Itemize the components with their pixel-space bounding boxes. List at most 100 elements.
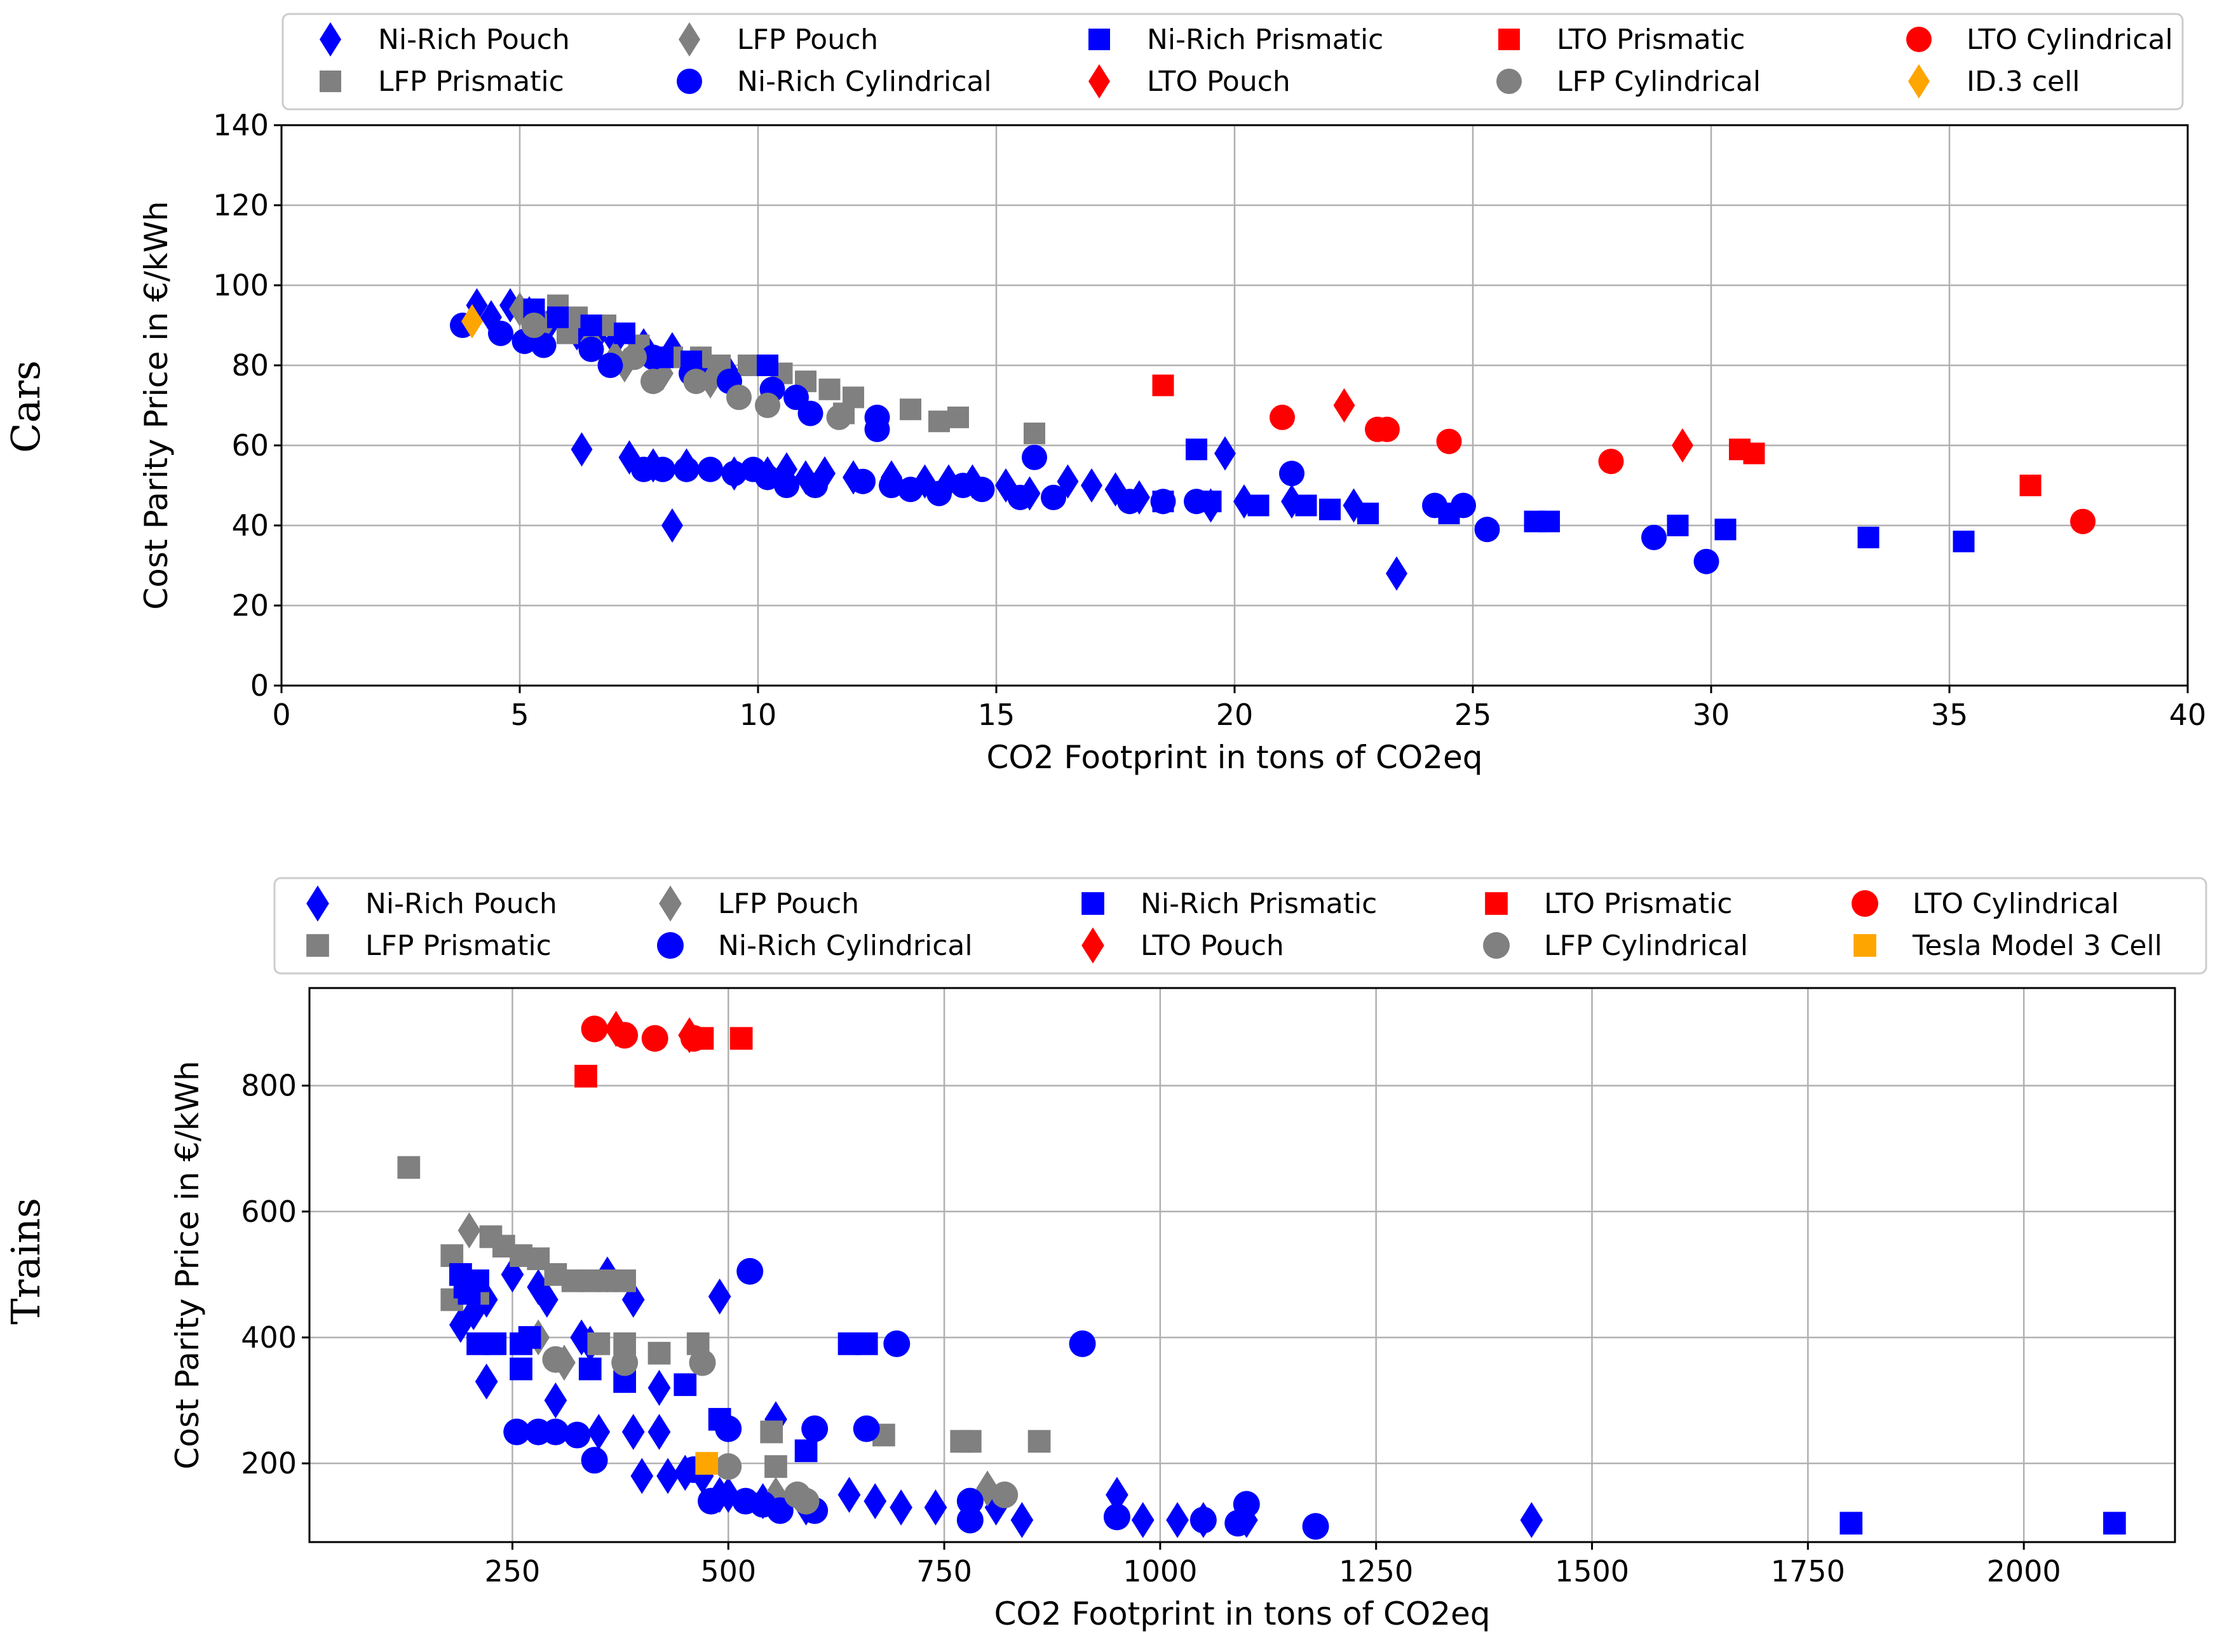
cars-point-ni-rich-cylindrical: [850, 468, 876, 494]
trains-point-ni-rich-pouch: [1010, 1501, 1034, 1538]
cars-x-tick-label: 30: [1693, 698, 1730, 732]
trains-point-lfp-pouch: [457, 1212, 481, 1249]
cars-legend-label-ni-rich-pouch: Ni-Rich Pouch: [378, 24, 570, 56]
trains-point-ni-rich-pouch: [1106, 1477, 1128, 1513]
trains-point-ni-rich-prismatic: [1839, 1512, 1863, 1535]
trains-point-ni-rich-cylindrical: [853, 1415, 880, 1442]
trains-legend-item-ni-rich-cylindrical: Ni-Rich Cylindrical: [657, 930, 973, 962]
trains-point-ni-rich-cylindrical: [801, 1415, 829, 1442]
trains-x-tick-label: 1000: [1123, 1554, 1197, 1588]
cars-point-lto-cylindrical: [1270, 404, 1295, 430]
cars-point-id-3-cell: [461, 304, 483, 339]
trains-point-ni-rich-cylindrical: [698, 1487, 725, 1515]
trains-x-tick-label: 1500: [1555, 1554, 1629, 1588]
trains-legend-item-lto-pouch: LTO Pouch: [1081, 927, 1284, 964]
cars-legend-marker-lfp-prismatic: [320, 71, 341, 92]
trains-point-tesla-model-3-cell: [695, 1452, 719, 1475]
cars-point-lfp-cylindrical: [755, 393, 780, 418]
trains-point-ni-rich-pouch: [647, 1369, 671, 1406]
cars-legend-label-ni-rich-cylindrical: Ni-Rich Cylindrical: [737, 65, 992, 98]
cars-point-ni-rich-prismatic: [1857, 526, 1880, 548]
trains-point-lfp-cylindrical: [611, 1349, 639, 1376]
cars-x-axis-label: CO2 Footprint in tons of CO2eq: [986, 739, 1482, 776]
cars-point-ni-rich-cylindrical: [698, 456, 723, 482]
trains-legend-marker-tesla-model-3-cell: [1853, 934, 1876, 957]
trains-series-tesla-model-3-cell: [695, 1452, 719, 1475]
cars-point-lfp-cylindrical: [521, 313, 547, 338]
cars-point-ni-rich-cylindrical: [631, 456, 656, 482]
cars-x-tick-label: 10: [740, 698, 777, 732]
cars-legend-item-ni-rich-cylindrical: Ni-Rich Cylindrical: [677, 65, 992, 98]
trains-x-tick-label: 1250: [1339, 1554, 1413, 1588]
trains-legend-marker-ni-rich-prismatic: [1081, 892, 1104, 915]
trains-row-label: Trains: [3, 1198, 49, 1325]
cars-legend-label-lfp-cylindrical: LFP Cylindrical: [1557, 65, 1761, 98]
trains-point-lfp-cylindrical: [689, 1349, 716, 1376]
trains-chart: Trains 250 500 750 1000 1250 1500 1750 2000 200 40…: [3, 877, 2207, 1632]
cars-y-tick-label: 40: [231, 508, 269, 543]
trains-point-ni-rich-prismatic: [708, 1407, 731, 1431]
cars-point-ni-rich-prismatic: [547, 306, 569, 328]
cars-y-axis-label: Cost Parity Price in €/kWh: [138, 201, 175, 609]
cars-point-lto-cylindrical: [1598, 449, 1624, 475]
trains-point-lto-cylindrical: [611, 1022, 639, 1049]
cars-y-tick-label: 120: [213, 188, 269, 222]
trains-point-ni-rich-cylindrical: [564, 1421, 591, 1449]
trains-point-lfp-cylindrical: [991, 1481, 1019, 1508]
trains-legend: Ni-Rich Pouch LFP Prismatic LFP Pouch Ni-Ri…: [273, 877, 2207, 975]
cars-point-ni-rich-cylindrical: [1693, 548, 1719, 574]
cars-point-ni-rich-cylindrical: [650, 456, 675, 482]
trains-point-ni-rich-cylindrical: [581, 1447, 608, 1474]
trains-x-tick-label: 750: [916, 1554, 972, 1588]
cars-legend-item-ni-rich-prismatic: Ni-Rich Prismatic: [1088, 24, 1383, 56]
trains-point-ni-rich-cylindrical: [503, 1418, 531, 1446]
cars-point-ni-rich-prismatic: [1295, 494, 1317, 517]
cars-point-ni-rich-cylindrical: [1474, 517, 1500, 543]
cars-point-lto-cylindrical: [2070, 508, 2096, 534]
cars-series-ni-rich-prismatic: [523, 298, 1975, 553]
cars-point-lfp-prismatic: [1024, 423, 1045, 445]
cars-legend-label-lto-cylindrical: LTO Cylindrical: [1967, 24, 2173, 56]
cars-series-id-3-cell: [461, 304, 483, 339]
cars-legend-label-lfp-pouch: LFP Pouch: [737, 24, 878, 56]
trains-point-ni-rich-prismatic: [578, 1357, 602, 1381]
trains-point-lto-cylindrical: [680, 1025, 707, 1052]
cars-legend-box: [281, 13, 2184, 111]
cars-point-ni-rich-cylindrical: [1641, 524, 1667, 550]
trains-point-ni-rich-pouch: [449, 1306, 472, 1343]
cars-point-lfp-cylindrical: [640, 369, 666, 395]
trains-legend-label-ni-rich-pouch: Ni-Rich Pouch: [365, 888, 557, 920]
cars-legend-marker-ni-rich-cylindrical: [677, 69, 702, 94]
cars-point-lfp-prismatic: [947, 406, 969, 428]
cars-point-ni-rich-cylindrical: [755, 464, 780, 491]
cars-x-tick-label: 25: [1454, 698, 1492, 732]
trains-y-tick-label: 600: [241, 1195, 297, 1229]
cars-legend-label-lto-pouch: LTO Pouch: [1147, 65, 1291, 98]
trains-point-ni-rich-cylindrical: [883, 1330, 911, 1357]
cars-point-ni-rich-prismatic: [1667, 515, 1689, 536]
trains-point-lfp-prismatic: [647, 1341, 671, 1365]
cars-point-lfp-cylindrical: [621, 344, 647, 370]
cars-point-ni-rich-prismatic: [1953, 531, 1975, 553]
trains-point-lfp-cylindrical: [542, 1346, 569, 1373]
cars-legend-item-id-3-cell: ID.3 cell: [1908, 64, 2080, 98]
cars-point-ni-rich-cylindrical: [803, 473, 828, 498]
trains-point-ni-rich-cylindrical: [956, 1506, 984, 1534]
cars-point-lfp-prismatic: [928, 410, 950, 433]
cars-x-tick-label: 20: [1216, 698, 1254, 732]
trains-point-ni-rich-pouch: [890, 1489, 912, 1526]
cars-x-tick-label: 5: [510, 698, 529, 732]
cars-legend-label-ni-rich-prismatic: Ni-Rich Prismatic: [1147, 24, 1383, 56]
cars-point-ni-rich-cylindrical: [969, 477, 995, 503]
cars-point-ni-rich-prismatic: [681, 350, 702, 372]
cars-point-ni-rich-prismatic: [1319, 498, 1341, 520]
cars-point-ni-rich-cylindrical: [950, 473, 976, 498]
trains-legend-marker-lto-prismatic: [1485, 892, 1508, 915]
trains-legend-marker-lto-pouch: [1081, 927, 1104, 964]
cars-legend-item-lfp-prismatic: LFP Prismatic: [320, 65, 564, 98]
cars-x-tick-label: 40: [2169, 698, 2207, 732]
cars-x-tick-label: 15: [978, 698, 1015, 732]
trains-y-tick-label: 800: [241, 1069, 297, 1103]
cars-point-ni-rich-pouch: [1386, 556, 1407, 591]
